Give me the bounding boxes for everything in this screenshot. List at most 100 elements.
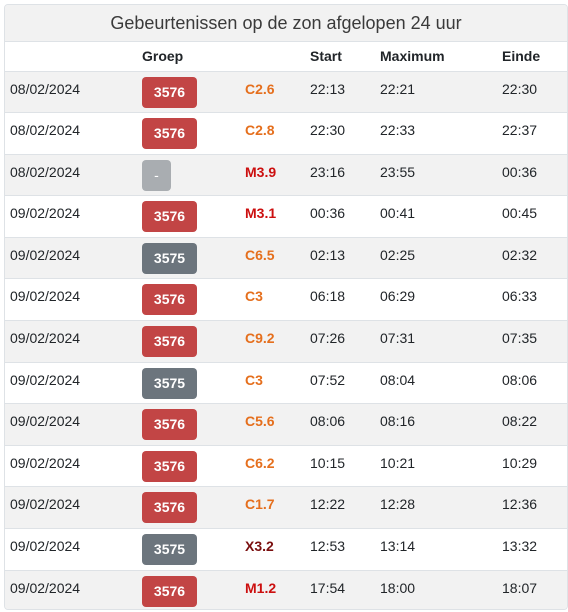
group-badge[interactable]: 3576	[142, 575, 197, 607]
flare-class-cell: X3.2	[245, 529, 310, 571]
table-row[interactable]: 08/02/2024 3576 C2.6 22:13 22:21 22:30	[5, 71, 567, 113]
event-start: 10:15	[310, 454, 346, 471]
group-badge[interactable]: -	[142, 159, 171, 191]
group-cell: 3576	[142, 279, 245, 321]
table-row[interactable]: 09/02/2024 3575 C6.5 02:13 02:25 02:32	[5, 237, 567, 279]
group-cell: 3576	[142, 570, 245, 609]
table-row[interactable]: 09/02/2024 3575 C3 07:52 08:04 08:06	[5, 362, 567, 404]
flare-class: M3.9	[245, 163, 277, 180]
flare-class: X3.2	[245, 538, 274, 555]
event-maximum: 00:41	[380, 205, 416, 222]
event-maximum: 13:14	[380, 538, 416, 555]
event-date: 09/02/2024	[10, 454, 81, 471]
event-date: 09/02/2024	[10, 246, 81, 263]
event-end: 08:22	[502, 413, 538, 430]
event-maximum: 12:28	[380, 496, 416, 513]
event-start: 08:06	[310, 413, 346, 430]
event-maximum: 02:25	[380, 246, 416, 263]
event-maximum: 23:55	[380, 163, 416, 180]
group-badge[interactable]: 3576	[142, 326, 197, 358]
event-maximum: 06:29	[380, 288, 416, 305]
group-cell: 3576	[142, 321, 245, 363]
event-start: 22:30	[310, 122, 346, 139]
column-header-maximum: Maximum	[380, 42, 502, 72]
group-cell: 3576	[142, 71, 245, 113]
flare-class: C3	[245, 371, 263, 388]
event-date: 09/02/2024	[10, 538, 81, 555]
event-end: 06:33	[502, 288, 538, 305]
event-end: 00:36	[502, 163, 538, 180]
event-date: 09/02/2024	[10, 371, 81, 388]
flare-class-cell: M1.2	[245, 570, 310, 609]
event-date: 09/02/2024	[10, 288, 81, 305]
flare-class-cell: M3.9	[245, 154, 310, 196]
event-start: 00:36	[310, 205, 346, 222]
flare-class: C1.7	[245, 496, 275, 513]
group-badge[interactable]: 3576	[142, 118, 197, 150]
event-maximum: 07:31	[380, 330, 416, 347]
group-badge[interactable]: 3575	[142, 534, 197, 566]
event-maximum: 10:21	[380, 454, 416, 471]
flare-class-cell: M3.1	[245, 196, 310, 238]
flare-class: C2.8	[245, 122, 275, 139]
event-start: 23:16	[310, 163, 346, 180]
event-start: 17:54	[310, 579, 346, 596]
event-date: 09/02/2024	[10, 205, 81, 222]
column-header-end: Einde	[502, 42, 567, 72]
column-header-class	[245, 42, 310, 72]
event-start: 12:53	[310, 538, 346, 555]
column-header-date	[5, 42, 142, 72]
table-row[interactable]: 09/02/2024 3576 M1.2 17:54 18:00 18:07	[5, 570, 567, 609]
event-start: 12:22	[310, 496, 346, 513]
flare-class-cell: C2.8	[245, 113, 310, 155]
event-end: 00:45	[502, 205, 538, 222]
group-cell: 3576	[142, 445, 245, 487]
event-end: 07:35	[502, 330, 538, 347]
event-start: 07:52	[310, 371, 346, 388]
flare-class-cell: C2.6	[245, 71, 310, 113]
event-end: 12:36	[502, 496, 538, 513]
group-badge[interactable]: 3575	[142, 367, 197, 399]
group-badge[interactable]: 3576	[142, 201, 197, 233]
table-row[interactable]: 09/02/2024 3576 C9.2 07:26 07:31 07:35	[5, 320, 567, 363]
flare-class-cell: C9.2	[245, 321, 310, 363]
table-row[interactable]: 08/02/2024 - M3.9 23:16 23:55 00:36	[5, 154, 567, 196]
flare-class-cell: C6.5	[245, 237, 310, 279]
group-cell: 3575	[142, 362, 245, 404]
event-start: 02:13	[310, 246, 346, 263]
table-row[interactable]: 09/02/2024 3576 C1.7 12:22 12:28 12:36	[5, 486, 567, 529]
group-badge[interactable]: 3576	[142, 76, 197, 108]
flare-class-cell: C3	[245, 362, 310, 404]
table-row[interactable]: 09/02/2024 3576 M3.1 00:36 00:41 00:45	[5, 195, 567, 238]
group-badge[interactable]: 3576	[142, 284, 197, 316]
group-cell: 3575	[142, 529, 245, 571]
event-end: 10:29	[502, 454, 538, 471]
group-cell: 3576	[142, 196, 245, 238]
event-end: 18:07	[502, 579, 538, 596]
table-row[interactable]: 09/02/2024 3576 C3 06:18 06:29 06:33	[5, 278, 567, 321]
table-row[interactable]: 08/02/2024 3576 C2.8 22:30 22:33 22:37	[5, 112, 567, 155]
event-maximum: 18:00	[380, 579, 416, 596]
event-start: 07:26	[310, 330, 346, 347]
flare-class-cell: C3	[245, 279, 310, 321]
flare-class: C5.6	[245, 413, 275, 430]
group-cell: 3575	[142, 237, 245, 279]
group-badge[interactable]: 3575	[142, 242, 197, 274]
event-date: 09/02/2024	[10, 496, 81, 513]
group-badge[interactable]: 3576	[142, 450, 197, 482]
group-badge[interactable]: 3576	[142, 492, 197, 524]
event-maximum: 08:04	[380, 371, 416, 388]
flare-class-cell: C6.2	[245, 445, 310, 487]
solar-events-panel: Gebeurtenissen op de zon afgelopen 24 uu…	[4, 4, 568, 610]
group-cell: -	[142, 154, 245, 196]
event-maximum: 08:16	[380, 413, 416, 430]
table-row[interactable]: 09/02/2024 3576 C6.2 10:15 10:21 10:29	[5, 445, 567, 487]
flare-class: M1.2	[245, 579, 277, 596]
group-badge[interactable]: 3576	[142, 409, 197, 441]
event-maximum: 22:21	[380, 80, 416, 97]
flare-class-cell: C5.6	[245, 404, 310, 446]
event-end: 13:32	[502, 538, 538, 555]
group-cell: 3576	[142, 113, 245, 155]
table-row[interactable]: 09/02/2024 3575 X3.2 12:53 13:14 13:32	[5, 528, 567, 571]
table-row[interactable]: 09/02/2024 3576 C5.6 08:06 08:16 08:22	[5, 403, 567, 446]
